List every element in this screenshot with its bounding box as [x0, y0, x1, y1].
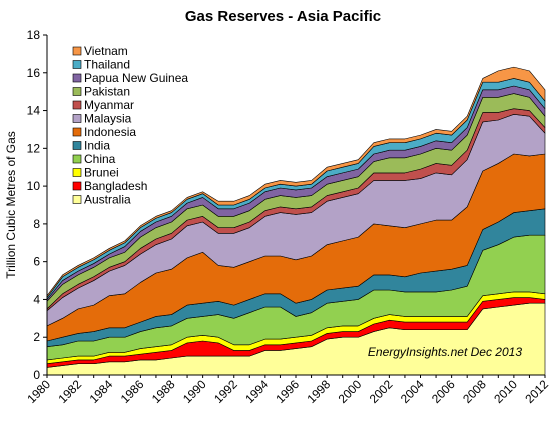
x-tick-label: 1988 — [149, 377, 178, 406]
x-tick-label: 1986 — [118, 377, 147, 406]
chart-title: Gas Reserves - Asia Pacific — [185, 8, 381, 25]
y-tick-label: 14 — [27, 104, 41, 118]
area-layers — [46, 66, 546, 376]
y-tick-label: 18 — [27, 28, 41, 42]
legend-label-pakistan: Pakistan — [84, 85, 130, 99]
y-tick-label: 16 — [27, 66, 41, 80]
legend-swatch-brunei — [72, 168, 82, 177]
legend-label-indonesia: Indonesia — [84, 125, 136, 139]
y-tick-label: 6 — [33, 255, 40, 269]
area-vietnam — [46, 66, 546, 298]
legend-swatch-australia — [72, 195, 82, 204]
x-tick-label: 2002 — [367, 377, 396, 406]
legend-label-myanmar: Myanmar — [84, 98, 134, 112]
y-tick-label: 4 — [33, 292, 40, 306]
x-tick-label: 1994 — [242, 377, 271, 406]
y-tick-label: 12 — [27, 141, 41, 155]
y-tick-label: 8 — [33, 217, 40, 231]
x-tick-label: 1992 — [211, 377, 240, 406]
x-tick-label: 1998 — [304, 377, 333, 406]
legend-label-malaysia: Malaysia — [84, 112, 132, 126]
x-ticks: 1980 1982 1984 1986 1988 1990 1992 1994 1996 1998… — [24, 375, 551, 406]
x-tick-label: 2006 — [429, 377, 458, 406]
x-tick-label: 1984 — [87, 377, 116, 406]
legend-swatch-malaysia — [72, 114, 82, 123]
legend-swatch-thailand — [72, 60, 82, 69]
x-tick-label: 1980 — [24, 377, 53, 406]
legend-label-australia: Australia — [84, 193, 131, 207]
x-tick-label: 1990 — [180, 377, 209, 406]
y-ticks: 0 2 4 6 8 10 12 14 16 18 — [27, 28, 47, 382]
legend-label-thailand: Thailand — [84, 58, 130, 72]
y-tick-label: 2 — [33, 330, 40, 344]
source-annotation: EnergyInsights.net Dec 2013 — [368, 345, 522, 359]
y-tick-label: 0 — [33, 368, 40, 382]
x-tick-label: 1996 — [273, 377, 302, 406]
legend-swatch-myanmar — [72, 100, 82, 110]
y-tick-label: 10 — [27, 179, 41, 193]
legend-label-india: India — [84, 139, 110, 153]
legend-swatch-bangladesh — [72, 181, 82, 191]
legend-swatch-vietnam — [72, 46, 82, 56]
legend-swatch-papua-new-guinea — [72, 73, 82, 83]
x-tick-label: 2000 — [336, 377, 365, 406]
y-axis-label: Trillion Cubic Metres of Gas — [4, 131, 18, 279]
legend-swatch-indonesia — [72, 127, 82, 137]
legend-label-vietnam: Vietnam — [84, 44, 128, 58]
x-tick-label: 1982 — [55, 377, 84, 406]
legend-swatch-china — [72, 154, 82, 164]
x-tick-label: 2010 — [491, 377, 520, 406]
legend-label-bangladesh: Bangladesh — [84, 179, 147, 193]
x-tick-label: 2008 — [460, 377, 489, 406]
legend-swatch-india — [72, 141, 82, 150]
x-tick-label: 2004 — [398, 377, 427, 406]
legend-label-brunei: Brunei — [84, 166, 119, 180]
legend-swatch-pakistan — [72, 87, 82, 96]
legend-label-china: China — [84, 152, 116, 166]
legend-label-papua-new-guinea: Papua New Guinea — [84, 71, 188, 85]
x-tick-label: 2012 — [522, 377, 551, 406]
